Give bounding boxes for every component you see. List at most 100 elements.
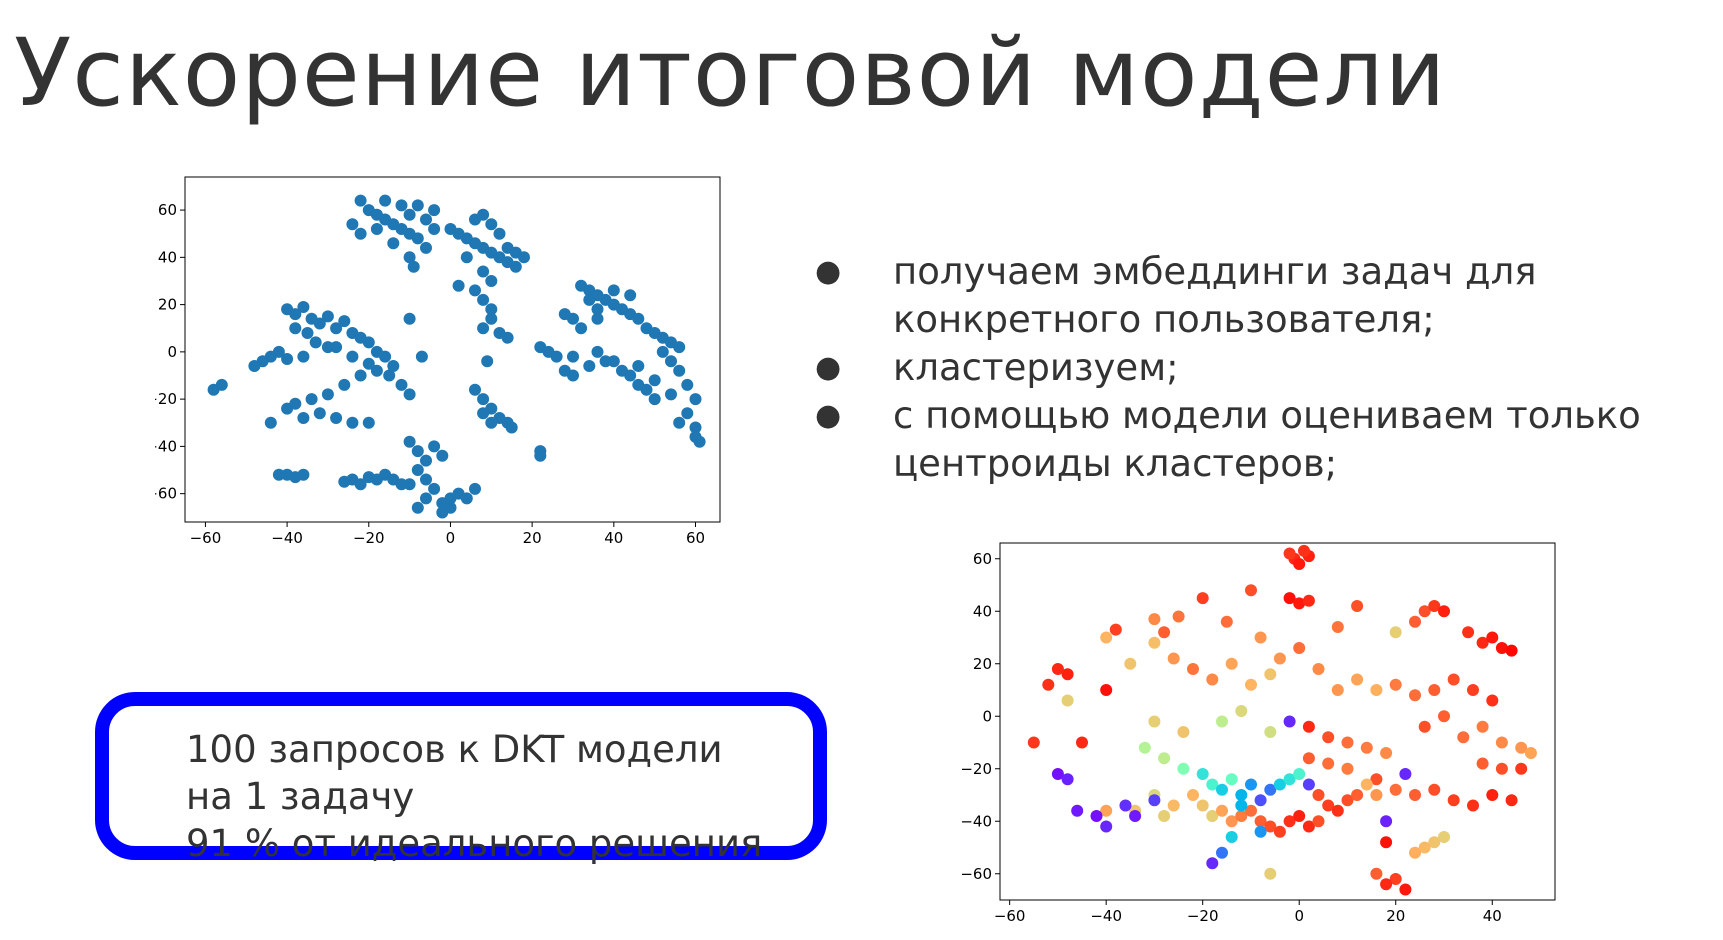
scatter-point: [632, 360, 645, 372]
scatter-point: [403, 208, 416, 221]
scatter-point: [215, 378, 228, 391]
scatter-point: [1341, 736, 1354, 749]
scatter-point: [309, 336, 322, 349]
scatter-point: [485, 275, 498, 287]
scatter-point: [1273, 825, 1286, 838]
bullet-dot-icon: ●: [815, 350, 842, 385]
scatter-point: [1302, 820, 1315, 833]
scatter-point: [1351, 600, 1364, 612]
scatter-point: [411, 501, 424, 514]
x-tick-label: −60: [994, 907, 1026, 925]
scatter-point: [477, 407, 490, 420]
scatter-point: [411, 464, 424, 476]
scatter-point: [1196, 799, 1209, 812]
scatter-point: [395, 199, 408, 212]
scatter-point: [558, 308, 571, 321]
scatter-point: [428, 482, 441, 495]
scatter-point: [1158, 626, 1171, 639]
scatter-point: [1090, 810, 1103, 822]
points-layer: [1027, 544, 1537, 896]
scatter-point: [1302, 778, 1315, 791]
scatter-point: [297, 350, 310, 363]
x-tick-label: −40: [271, 529, 303, 547]
scatter-point: [1447, 673, 1460, 686]
scatter-point: [1467, 684, 1479, 696]
scatter-point: [656, 345, 669, 358]
x-tick-label: 0: [1294, 907, 1304, 925]
scatter-point: [1409, 689, 1421, 702]
scatter-point: [1061, 773, 1074, 786]
scatter-point: [1312, 663, 1325, 675]
scatter-point: [1380, 878, 1393, 891]
scatter-point: [1438, 710, 1450, 723]
scatter-point: [477, 322, 490, 335]
result-callout-box: 100 запросов к DKT модели на 1 задачу 91…: [95, 692, 827, 865]
plot-frame: [999, 542, 1556, 901]
scatter-point: [648, 393, 661, 406]
scatter-point: [485, 416, 498, 429]
scatter-point: [1467, 799, 1479, 812]
scatter-point: [420, 241, 432, 254]
scatter-point: [370, 345, 383, 358]
scatter-point: [415, 350, 428, 363]
scatter-point: [420, 213, 432, 226]
scatter-point: [1476, 757, 1489, 770]
scatter-point: [1220, 615, 1233, 628]
scatter-point: [420, 473, 432, 486]
scatter-point: [1076, 736, 1088, 749]
scatter-point: [1370, 789, 1383, 801]
scatter-point: [387, 360, 400, 372]
scatter-point: [1486, 631, 1499, 644]
scatter-point: [1409, 615, 1421, 628]
scatter-point: [1027, 736, 1040, 749]
scatter-point: [1245, 584, 1257, 597]
bullet-dot-icon: ●: [815, 398, 842, 433]
scatter-point: [395, 378, 408, 391]
scatter-point: [1298, 544, 1310, 557]
scatter-point: [477, 393, 490, 406]
scatter-point: [1177, 726, 1190, 738]
scatter-point: [1235, 789, 1248, 801]
scatter-point: [1138, 741, 1151, 754]
scatter-point: [1283, 815, 1296, 828]
scatter-point: [1254, 631, 1267, 644]
scatter-point: [1438, 831, 1450, 843]
scatter-point: [403, 312, 416, 325]
scatter-point: [1418, 720, 1431, 733]
scatter-point: [632, 378, 645, 391]
scatter-point: [321, 388, 334, 401]
scatter-point: [1206, 778, 1219, 791]
scatter-point: [1486, 694, 1499, 707]
scatter-point: [493, 227, 506, 240]
scatter-point: [1187, 789, 1199, 801]
scatter-point: [301, 327, 314, 339]
scatter-point: [281, 402, 294, 415]
scatter-point: [469, 482, 481, 495]
scatter-point: [1100, 684, 1113, 696]
scatter-point: [379, 194, 392, 207]
scatter-point: [477, 265, 490, 278]
bullet-list: ● получаем эмбеддинги задач для конкретно…: [815, 248, 1715, 488]
scatter-point: [1172, 610, 1185, 623]
scatter-point: [1360, 741, 1373, 754]
callout-line: на 1 задачу: [186, 775, 415, 818]
scatter-point: [1206, 857, 1219, 870]
scatter-point: [403, 388, 416, 401]
scatter-point: [1071, 804, 1084, 817]
scatter-point: [1389, 873, 1402, 885]
scatter-point: [1476, 720, 1489, 733]
scatter-point: [1380, 815, 1393, 828]
x-tick-label: 0: [446, 529, 456, 547]
scatter-point: [411, 232, 424, 245]
scatter-point: [1264, 668, 1277, 681]
scatter-point: [1341, 794, 1354, 807]
y-tick-label: −40: [960, 812, 992, 830]
scatter-point: [591, 345, 604, 358]
scatter-point: [1302, 720, 1315, 733]
scatter-point: [673, 364, 686, 377]
scatter-point: [1225, 657, 1238, 670]
scatter-point: [297, 468, 310, 481]
scatter-point: [1225, 831, 1238, 843]
scatter-point: [1245, 678, 1257, 691]
scatter-point: [1293, 810, 1306, 822]
